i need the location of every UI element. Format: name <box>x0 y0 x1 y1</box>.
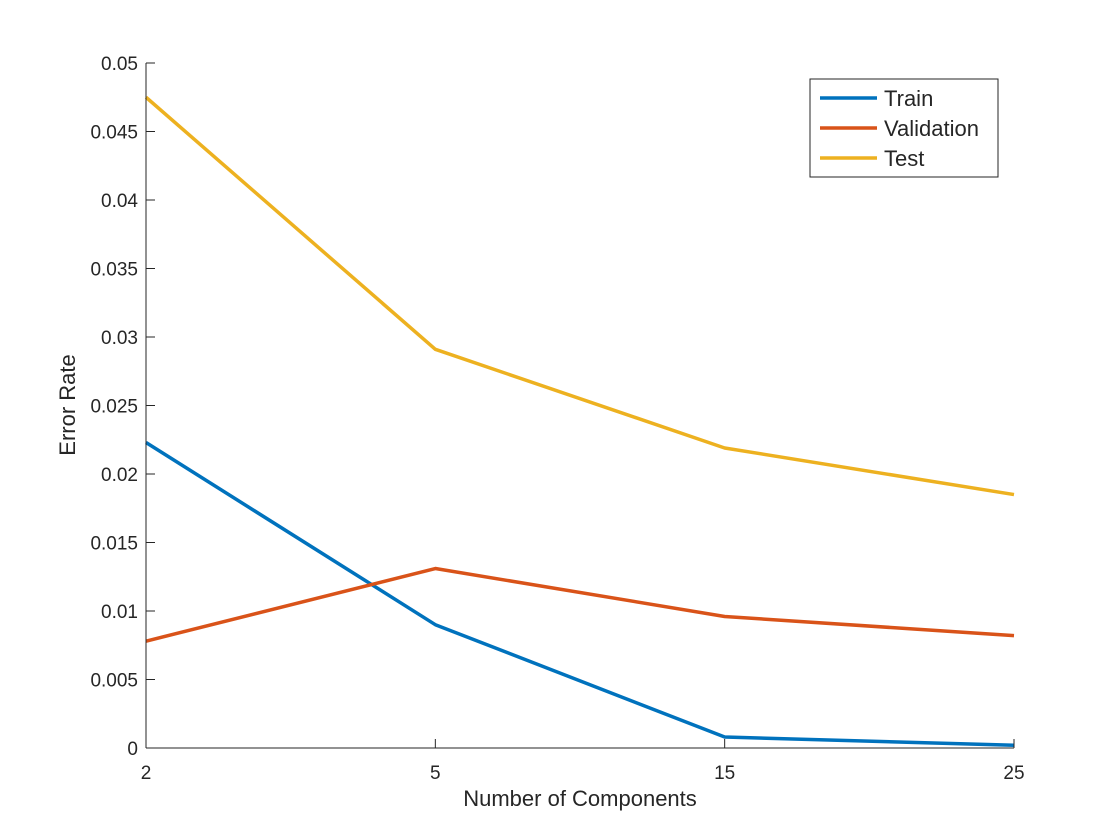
y-tick-label: 0.005 <box>90 671 138 692</box>
x-tick-label: 2 <box>141 763 152 784</box>
x-ticks: 2 5 15 25 <box>141 739 1025 784</box>
y-tick-label: 0.035 <box>90 260 138 281</box>
y-tick-label: 0.02 <box>101 465 138 486</box>
y-tick-label: 0 <box>127 739 138 760</box>
series-line-train <box>145 441 1015 748</box>
y-tick-label: 0.015 <box>90 534 138 555</box>
x-tick-label: 15 <box>714 763 735 784</box>
y-tick-label: 0.025 <box>90 397 138 418</box>
series-line-validation <box>145 566 1015 643</box>
y-axis-title: Error Rate <box>55 354 80 455</box>
series-line-test <box>144 95 1015 497</box>
legend-label-train: Train <box>884 86 933 111</box>
legend-label-test: Test <box>884 146 924 171</box>
y-tick-label: 0.04 <box>101 191 138 212</box>
legend: Train Validation Test <box>809 78 999 178</box>
y-tick-label: 0.03 <box>101 328 138 349</box>
x-tick-label: 5 <box>430 763 441 784</box>
series-layer <box>144 95 1015 748</box>
y-tick-label: 0.05 <box>101 54 138 75</box>
x-axis-title: Number of Components <box>463 786 697 811</box>
y-tick-label: 0.01 <box>101 602 138 623</box>
y-ticks: 0 0.005 0.01 0.015 0.02 0.025 0.03 0.035 0.04 0.0… <box>90 54 155 760</box>
legend-label-validation: Validation <box>884 116 979 141</box>
y-tick-label: 0.045 <box>90 123 138 144</box>
x-tick-label: 25 <box>1003 763 1024 784</box>
